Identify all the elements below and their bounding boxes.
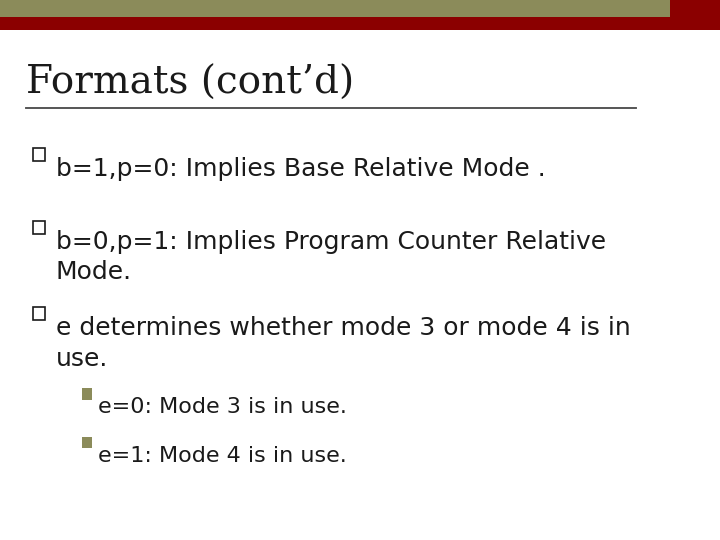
Bar — [0, 16, 656, 30]
Text: Formats (cont’d): Formats (cont’d) — [26, 65, 354, 102]
Text: b=0,p=1: Implies Program Counter Relative
Mode.: b=0,p=1: Implies Program Counter Relativ… — [55, 230, 606, 284]
Text: e determines whether mode 3 or mode 4 is in
use.: e determines whether mode 3 or mode 4 is… — [55, 316, 631, 370]
Bar — [82, 388, 92, 400]
Bar — [82, 437, 92, 448]
Bar — [33, 307, 45, 320]
Bar — [0, 0, 656, 16]
FancyBboxPatch shape — [0, 16, 656, 30]
Text: e=1: Mode 4 is in use.: e=1: Mode 4 is in use. — [99, 446, 347, 465]
Bar — [33, 148, 45, 161]
Bar — [610, 0, 656, 16]
Text: e=0: Mode 3 is in use.: e=0: Mode 3 is in use. — [99, 397, 347, 417]
FancyBboxPatch shape — [0, 14, 656, 30]
Bar — [33, 221, 45, 234]
Text: b=1,p=0: Implies Base Relative Mode .: b=1,p=0: Implies Base Relative Mode . — [55, 157, 546, 180]
